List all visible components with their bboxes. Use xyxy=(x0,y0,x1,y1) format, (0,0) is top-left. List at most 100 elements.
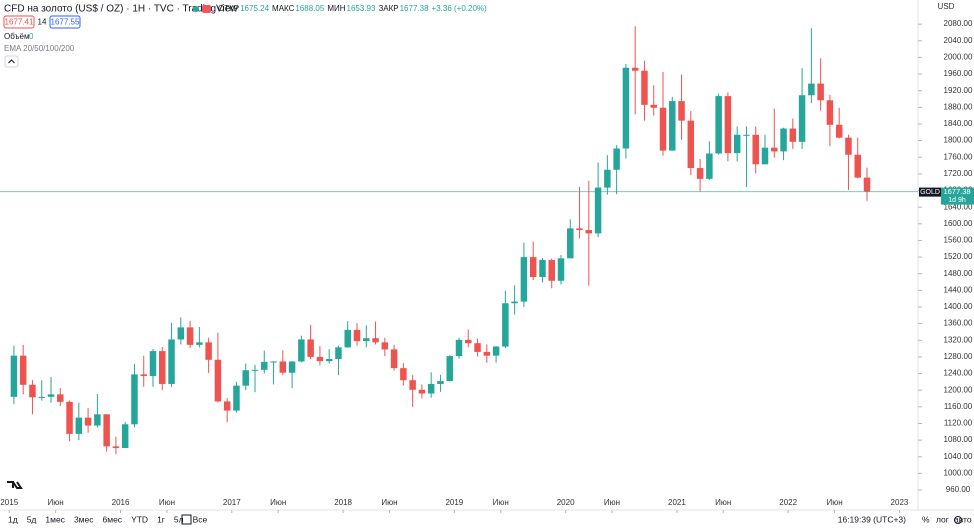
candle-body xyxy=(594,187,602,234)
candle-body xyxy=(75,417,83,434)
candle-body xyxy=(325,358,333,362)
x-tick-label: Июн xyxy=(381,498,397,507)
range-button[interactable]: Все xyxy=(193,514,208,524)
candle-body xyxy=(335,347,342,359)
range-button[interactable]: 6мес xyxy=(103,514,123,524)
candle-body xyxy=(38,396,45,398)
candle-body xyxy=(251,369,259,371)
range-button[interactable]: 5д xyxy=(27,514,37,524)
candle-body xyxy=(214,359,222,402)
y-tick-label: 1360.00 xyxy=(944,319,973,328)
candle-body xyxy=(835,124,843,138)
candle-body xyxy=(576,228,583,231)
range-button[interactable]: 1г xyxy=(157,514,165,524)
x-tick-label: 2021 xyxy=(668,498,686,507)
x-tick-label: Июн xyxy=(826,498,842,507)
scale-option[interactable]: лог xyxy=(936,514,949,524)
ask-box[interactable] xyxy=(49,15,81,29)
ohlc-label: ОТКР xyxy=(218,4,239,13)
candle-body xyxy=(418,389,426,394)
candle-body xyxy=(502,303,509,347)
candle-body xyxy=(149,351,157,377)
range-button[interactable]: 3мес xyxy=(74,514,94,524)
candle-body xyxy=(771,147,778,152)
y-tick-label: 1240.00 xyxy=(944,369,973,378)
ohlc-value: 1653.93 xyxy=(347,4,376,13)
candle-body xyxy=(483,351,491,356)
y-tick-label: 2000.00 xyxy=(944,53,973,62)
symbol-tag-label: GOLD xyxy=(920,189,940,196)
y-tick-label: 1800.00 xyxy=(944,136,973,145)
x-tick-label: 2018 xyxy=(334,498,352,507)
x-tick-label: Июн xyxy=(493,498,509,507)
market-icon xyxy=(202,5,211,13)
candle-body xyxy=(706,153,713,179)
range-button[interactable]: 1д xyxy=(8,514,18,524)
range-button[interactable]: YTD xyxy=(131,514,148,524)
candle-body xyxy=(159,351,166,384)
y-tick-label: 1400.00 xyxy=(944,302,973,311)
bid: 1677.41 xyxy=(5,18,34,27)
candle-body xyxy=(316,356,324,362)
candle-body xyxy=(743,134,750,136)
candle-body xyxy=(400,368,407,381)
candle-body xyxy=(19,355,27,385)
ohlc-label: МАКС xyxy=(272,4,295,13)
candle-body xyxy=(353,329,361,342)
bid-box[interactable] xyxy=(3,15,35,29)
candle-body xyxy=(863,177,871,192)
candle-body xyxy=(613,148,620,170)
candle-body xyxy=(66,401,73,434)
candle-body xyxy=(288,361,296,373)
settings-icon[interactable] xyxy=(954,516,962,524)
range-button[interactable]: 5л xyxy=(174,514,184,524)
y-tick-label: 1280.00 xyxy=(944,352,973,361)
candle-body xyxy=(344,329,351,348)
candle-body xyxy=(631,67,639,71)
ohlc-label: МИН xyxy=(327,4,345,13)
x-tick-label: 2023 xyxy=(891,498,909,507)
countdown: 1d 9h xyxy=(948,197,966,204)
currency[interactable]: USD xyxy=(938,2,955,11)
y-tick-label: 1200.00 xyxy=(944,385,973,394)
candle-body xyxy=(696,168,704,179)
candle-body xyxy=(242,370,249,386)
candle-body xyxy=(381,342,389,350)
candle-body xyxy=(817,83,824,101)
x-tick-label: 2017 xyxy=(223,498,241,507)
scale-option[interactable]: авто xyxy=(954,514,972,524)
candle-body xyxy=(57,394,64,402)
candle-body xyxy=(492,346,500,356)
candle-body xyxy=(84,417,92,426)
candle-body xyxy=(29,384,36,398)
candle-body xyxy=(112,446,120,449)
y-tick-label: 1920.00 xyxy=(944,86,973,95)
candle-body xyxy=(808,83,815,96)
x-tick-label: Июн xyxy=(48,498,64,507)
candle-body xyxy=(446,356,453,382)
candle-body xyxy=(233,385,240,411)
candle-body xyxy=(270,361,277,363)
collapse-button[interactable] xyxy=(4,55,19,68)
tv-logo xyxy=(7,481,23,489)
range-button[interactable]: 1мес xyxy=(45,514,65,524)
clock: 16:19:39 (UTC+3) xyxy=(838,514,906,524)
candle-body xyxy=(298,339,305,362)
x-tick-label: Июн xyxy=(270,498,286,507)
symbol: CFD на золото (US$ / OZ) · 1H · TVC · Tr… xyxy=(4,4,238,15)
candle-body xyxy=(659,107,667,151)
y-tick-label: 1040.00 xyxy=(944,452,973,461)
x-tick-label: 2022 xyxy=(779,498,797,507)
symbol-tag xyxy=(919,187,941,197)
scale-option[interactable]: % xyxy=(922,514,930,524)
candle-body xyxy=(121,424,129,449)
date-range-icon[interactable] xyxy=(181,514,192,525)
x-tick-label: Июн xyxy=(604,498,620,507)
candle-body xyxy=(678,101,685,121)
candle-body xyxy=(47,394,55,397)
candle-body xyxy=(622,67,630,149)
candle-body xyxy=(798,95,806,142)
plot: 960.00 1000.00 1040.00 1080.00 1120.00 1160.0… xyxy=(0,19,974,513)
price-tag-label: 1677.38 xyxy=(943,187,970,196)
ema: EMA 20/50/100/200 xyxy=(4,44,75,53)
